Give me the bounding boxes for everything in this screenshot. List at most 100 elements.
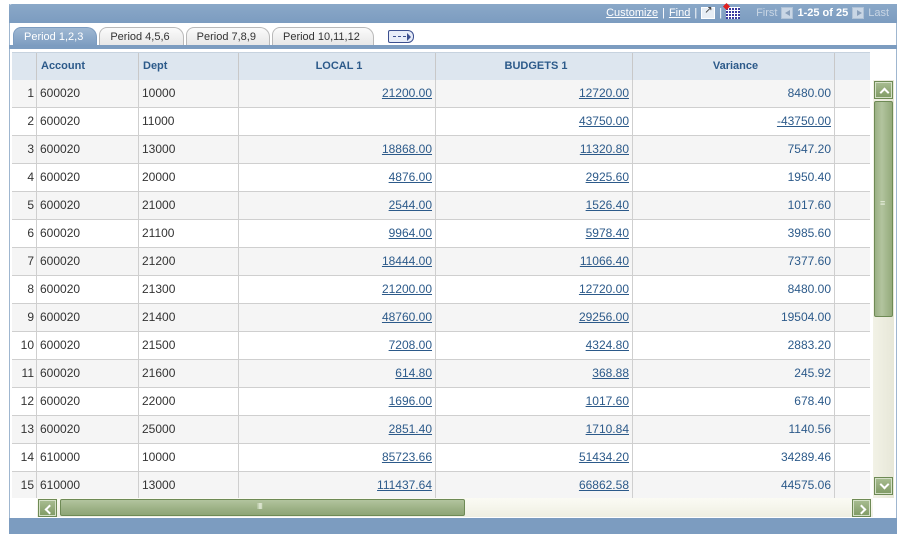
tab-period-4-5-6[interactable]: Period 4,5,6 <box>99 27 184 46</box>
cell-budgets-1-link[interactable]: 66862.58 <box>578 478 629 492</box>
download-grid-icon[interactable] <box>726 7 741 19</box>
col-header-account[interactable]: Account <box>37 53 139 80</box>
cell-budgets-1-link[interactable]: 29256.00 <box>578 310 629 324</box>
cell-variance: 1950.40 <box>633 164 835 191</box>
tab-underline <box>9 45 897 49</box>
cell-dept-value: 10000 <box>142 86 176 100</box>
cell-dept: 10000 <box>139 80 239 107</box>
cell-variance: 1140.56 <box>633 416 835 443</box>
col-header-dept[interactable]: Dept <box>139 53 239 80</box>
find-link[interactable]: Find <box>668 7 691 19</box>
cell-budgets-1-link[interactable]: 11066.40 <box>579 254 629 268</box>
table-row: 5 600020 21000 2544.00 1526.40 1017.60 <box>12 192 870 220</box>
show-all-columns-icon[interactable] <box>387 30 414 43</box>
cell-budgets-1-link[interactable]: 1017.60 <box>585 394 629 408</box>
customize-link[interactable]: Customize <box>606 7 659 19</box>
vertical-scroll-thumb[interactable] <box>874 101 893 317</box>
cell-budgets-1-link[interactable]: 1526.40 <box>585 198 629 212</box>
row-number: 3 <box>12 136 37 163</box>
cell-budgets-1: 1017.60 <box>436 388 633 415</box>
cell-budgets-1: 12720.00 <box>436 276 633 303</box>
cell-local-1-link[interactable]: 1696.00 <box>388 394 432 408</box>
cell-budgets-1-link[interactable]: 5978.40 <box>585 226 629 240</box>
vertical-scrollbar[interactable] <box>873 80 894 498</box>
cell-budgets-1: 51434.20 <box>436 444 633 471</box>
row-number-value: 5 <box>27 198 34 212</box>
cell-local-1-link[interactable]: 21200.00 <box>381 86 432 100</box>
tab-period-10-11-12[interactable]: Period 10,11,12 <box>271 27 374 46</box>
cell-account-value: 600020 <box>40 170 81 184</box>
cell-budgets-1-link[interactable]: 43750.00 <box>578 114 629 128</box>
cell-local-1-link[interactable]: 7208.00 <box>388 338 432 352</box>
row-number-value: 3 <box>27 142 34 156</box>
cell-dept: 10000 <box>139 444 239 471</box>
table-row: 4 600020 20000 4876.00 2925.60 1950.40 <box>12 164 870 192</box>
cell-local-1: 2851.40 <box>239 416 436 443</box>
scroll-down-icon[interactable] <box>874 477 893 495</box>
cell-local-1-link[interactable]: 18868.00 <box>381 142 432 156</box>
cell-local-1: 614.80 <box>239 360 436 387</box>
cell-local-1-link[interactable]: 2851.40 <box>388 422 432 436</box>
cell-budgets-1-link[interactable]: 51434.20 <box>578 450 629 464</box>
cell-variance: 2883.20 <box>633 332 835 359</box>
cell-budgets-1-link[interactable]: 12720.00 <box>578 86 629 100</box>
cell-dept: 21200 <box>139 248 239 275</box>
cell-budgets-1-link[interactable]: 1710.84 <box>585 422 629 436</box>
next-arrow-icon[interactable] <box>852 7 865 19</box>
cell-local-1-link[interactable]: 48760.00 <box>381 310 432 324</box>
cell-account: 600020 <box>37 248 139 275</box>
scroll-up-icon[interactable] <box>874 81 893 99</box>
cell-account-value: 600020 <box>40 338 81 352</box>
cell-local-1: 111437.64 <box>239 472 436 498</box>
cell-dept: 21100 <box>139 220 239 247</box>
col-header-budgets-1[interactable]: BUDGETS 1 <box>436 53 633 80</box>
table-row: 9 600020 21400 48760.00 29256.00 19504.00 <box>12 304 870 332</box>
scroll-right-icon[interactable] <box>852 499 871 517</box>
row-number: 2 <box>12 108 37 135</box>
cell-budgets-1: 12720.00 <box>436 80 633 107</box>
cell-variance-value: 1017.60 <box>787 198 831 212</box>
cell-local-1-link[interactable]: 2544.00 <box>388 198 432 212</box>
cell-budgets-1-link[interactable]: 368.88 <box>592 366 629 380</box>
cell-variance-value: 34289.46 <box>780 450 831 464</box>
table-row: 1 600020 10000 21200.00 12720.00 8480.00 <box>12 80 870 108</box>
cell-account-value: 600020 <box>40 310 81 324</box>
cell-local-1-link[interactable]: 4876.00 <box>388 170 432 184</box>
horizontal-scroll-thumb[interactable] <box>60 499 465 516</box>
scroll-left-icon[interactable] <box>38 499 57 517</box>
cell-budgets-1-link[interactable]: 12720.00 <box>578 282 629 296</box>
cell-budgets-1-link[interactable]: 4324.80 <box>585 338 629 352</box>
horizontal-scrollbar[interactable] <box>37 498 873 517</box>
cell-variance-value: 8480.00 <box>787 86 831 100</box>
cell-local-1-link[interactable]: 9964.00 <box>388 226 432 240</box>
tab-period-1-2-3[interactable]: Period 1,2,3 <box>13 27 98 46</box>
row-number: 5 <box>12 192 37 219</box>
cell-account: 600020 <box>37 332 139 359</box>
col-header-local-1[interactable]: LOCAL 1 <box>239 53 436 80</box>
cell-local-1-link[interactable]: 614.80 <box>395 366 432 380</box>
grid-navigation-bar: Customize | Find | | First 1-25 of 25 La… <box>9 4 897 23</box>
tab-period-7-8-9[interactable]: Period 7,8,9 <box>185 27 270 46</box>
prev-arrow-icon[interactable] <box>781 7 794 19</box>
cell-variance: 19504.00 <box>633 304 835 331</box>
col-header-variance[interactable]: Variance <box>633 53 835 80</box>
cell-local-1-link[interactable]: 18444.00 <box>381 254 432 268</box>
cell-variance-link[interactable]: -43750.00 <box>776 114 831 128</box>
last-link[interactable]: Last <box>868 7 889 19</box>
row-number-value: 11 <box>21 366 34 380</box>
cell-variance-value: 19504.00 <box>780 310 831 324</box>
grid-footer-bar <box>9 518 897 534</box>
first-link[interactable]: First <box>756 7 778 19</box>
cell-dept-value: 21300 <box>142 282 176 296</box>
cell-local-1-link[interactable]: 111437.64 <box>377 478 432 492</box>
cell-blank <box>835 136 870 163</box>
view-all-window-icon[interactable] <box>701 5 716 19</box>
cell-dept-value: 21600 <box>142 366 176 380</box>
cell-dept-value: 10000 <box>142 450 176 464</box>
cell-local-1-link[interactable]: 21200.00 <box>381 282 432 296</box>
cell-budgets-1-link[interactable]: 2925.60 <box>585 170 629 184</box>
row-number-value: 15 <box>20 478 34 492</box>
cell-local-1-link[interactable]: 85723.66 <box>381 450 432 464</box>
cell-budgets-1-link[interactable]: 11320.80 <box>579 142 629 156</box>
cell-blank <box>835 108 870 135</box>
